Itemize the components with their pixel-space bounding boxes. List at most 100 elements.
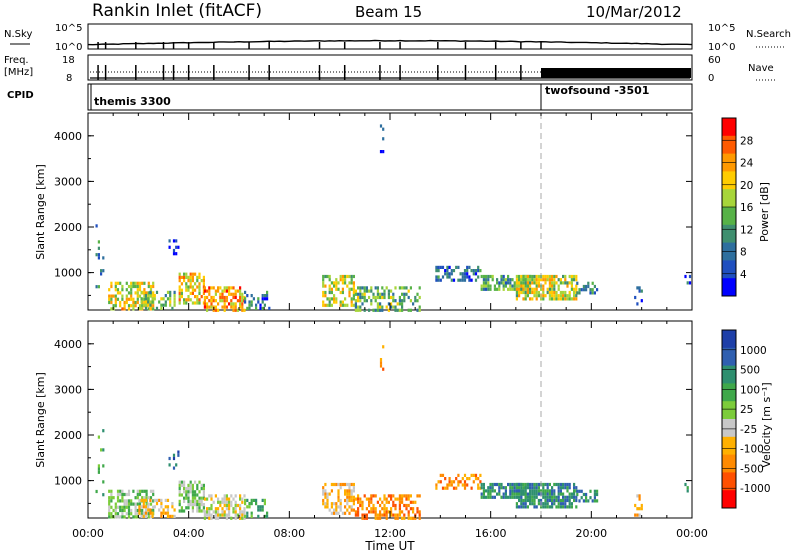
data-cell: [198, 275, 201, 279]
data-cell: [324, 495, 327, 499]
data-cell: [452, 480, 456, 484]
nsky-label: N.Sky: [4, 29, 32, 40]
data-cell: [214, 494, 217, 498]
data-cell: [116, 492, 120, 497]
data-cell: [526, 486, 529, 490]
data-cell: [507, 278, 510, 282]
data-cell: [241, 513, 244, 517]
data-cell: [435, 265, 438, 269]
data-cell: [485, 495, 488, 499]
data-cell: [529, 495, 532, 499]
data-cell: [339, 508, 342, 512]
data-cell: [257, 514, 260, 518]
data-cell: [370, 500, 373, 504]
data-cell: [263, 294, 266, 298]
data-cell: [537, 284, 540, 288]
data-cell: [344, 498, 347, 503]
data-cell: [144, 505, 148, 509]
data-cell: [221, 513, 224, 517]
data-cell: [257, 508, 260, 512]
data-cell: [352, 297, 355, 301]
data-cell: [263, 303, 266, 307]
beam-title: Beam 15: [355, 3, 422, 21]
data-cell: [544, 495, 547, 499]
data-cell: [489, 284, 492, 288]
data-cell: [564, 297, 567, 301]
data-cell: [200, 487, 203, 491]
data-cell: [412, 500, 415, 504]
data-cell: [566, 495, 569, 499]
data-cell: [559, 486, 562, 490]
data-cell: [546, 274, 549, 279]
data-cell: [537, 498, 540, 503]
data-cell: [116, 505, 120, 509]
data-cell: [330, 290, 333, 295]
data-cell: [187, 295, 190, 299]
data-cell: [164, 511, 167, 515]
data-cell: [234, 292, 237, 296]
data-cell: [143, 300, 146, 305]
data-cell: [173, 508, 176, 512]
data-cell: [575, 498, 578, 503]
data-cell: [502, 486, 505, 490]
data-cell: [585, 499, 588, 503]
data-cell: [394, 513, 397, 517]
data-cell: [97, 464, 100, 468]
data-cell: [405, 497, 408, 501]
data-cell: [398, 494, 401, 498]
data-cell: [151, 514, 154, 518]
data-cell: [472, 269, 475, 273]
data-cell: [230, 494, 233, 498]
data-cell: [416, 308, 419, 312]
data-cell: [405, 507, 408, 511]
data-cell: [112, 496, 115, 500]
data-cell: [474, 278, 478, 282]
data-cell: [132, 489, 135, 493]
data-cell: [381, 292, 384, 296]
data-cell: [566, 281, 569, 285]
data-cell: [407, 295, 410, 300]
data-cell: [573, 492, 576, 496]
data-cell: [487, 492, 490, 496]
data-cell: [194, 272, 197, 276]
data-cell: [398, 299, 401, 303]
data-cell: [515, 274, 518, 279]
data-cell: [337, 287, 340, 291]
data-cell: [241, 500, 244, 504]
data-cell: [346, 489, 349, 493]
data-cell: [141, 512, 144, 516]
data-cell: [524, 486, 527, 490]
data-cell: [363, 295, 366, 300]
data-cell: [191, 496, 194, 500]
data-cell: [346, 495, 349, 499]
data-cell: [206, 295, 209, 300]
data-cell: [448, 272, 451, 276]
data-cell: [365, 497, 368, 501]
data-cell: [196, 493, 199, 497]
data-cell: [566, 284, 569, 288]
data-cell: [173, 514, 176, 518]
data-cell: [221, 305, 224, 309]
data-cell: [198, 288, 201, 292]
data-cell: [568, 505, 571, 509]
data-cell: [328, 492, 331, 496]
data-cell: [435, 278, 438, 282]
data-cell: [175, 252, 178, 256]
data-cell: [116, 515, 120, 519]
data-cell: [346, 303, 349, 307]
data-cell: [542, 274, 545, 279]
data-cell: [187, 506, 190, 510]
data-cell: [551, 294, 554, 298]
data-cell: [138, 294, 142, 298]
data-cell: [328, 300, 331, 304]
data-cell: [522, 278, 525, 282]
data-cell: [394, 286, 397, 290]
data-cell: [183, 490, 186, 494]
data-cell: [136, 508, 139, 513]
data-cell: [573, 297, 576, 301]
data-cell: [414, 516, 417, 520]
data-cell: [337, 489, 340, 493]
data-cell: [544, 505, 547, 509]
data-cell: [138, 511, 141, 515]
data-cell: [559, 505, 562, 509]
